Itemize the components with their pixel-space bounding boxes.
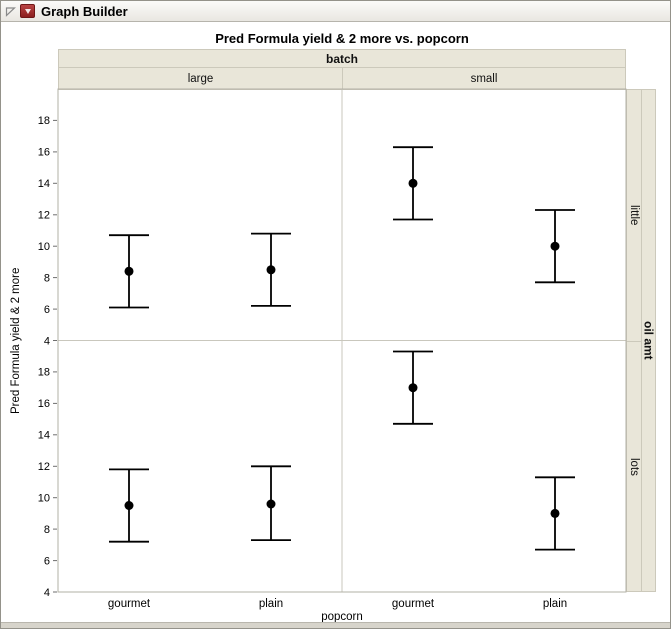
interval-point[interactable] [109,234,149,309]
interval-point[interactable] [535,476,575,551]
x-axis-label[interactable]: popcorn [321,611,363,623]
outline-title-bar: Graph Builder [1,1,670,22]
y-tick-label: 8 [44,524,50,536]
row-group-header-oil-amt[interactable]: oil amt [641,89,656,592]
interval-point[interactable] [251,465,291,541]
x-category-label: gourmet [391,598,435,610]
outline-disclosure-icon[interactable] [5,6,16,17]
y-tick-label: 18 [38,367,50,379]
y-tick-label: 16 [38,147,50,159]
interval-point[interactable] [393,350,433,425]
x-category-label: plain [258,598,284,610]
plot-frame [57,88,627,593]
x-category-label: gourmet [107,598,151,610]
x-category-label: plain [542,598,568,610]
red-triangle-menu-button[interactable] [20,4,35,18]
y-tick-label: 6 [44,304,50,316]
y-tick-label: 10 [38,493,50,505]
interval-point[interactable] [393,146,433,221]
chart-title: Pred Formula yield & 2 more vs. popcorn [215,31,469,46]
y-tick-label: 8 [44,272,50,284]
window-title: Graph Builder [41,3,128,19]
interval-point[interactable] [251,232,291,307]
interval-point[interactable] [109,468,149,543]
y-tick-label: 16 [38,398,50,410]
y-tick-label: 12 [38,461,50,473]
y-tick-label: 14 [38,430,50,442]
interval-point[interactable] [535,209,575,284]
y-tick-label: 4 [44,335,50,347]
y-tick-label: 18 [38,115,50,127]
window-bottom-edge [1,622,670,628]
y-tick-label: 14 [38,178,50,190]
y-tick-label: 6 [44,555,50,567]
y-tick-label: 10 [38,241,50,253]
red-triangle-icon [24,8,31,14]
y-tick-label: 4 [44,587,50,599]
y-tick-label: 12 [38,210,50,222]
